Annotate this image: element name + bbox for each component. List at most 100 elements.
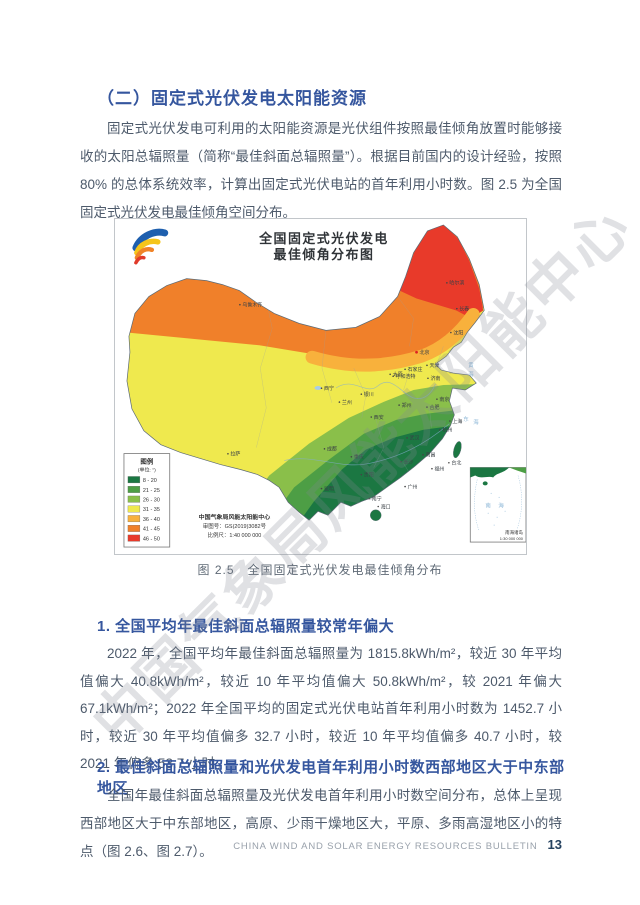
city-label: 银川 xyxy=(364,391,374,398)
subsection-1-paragraph: 2022 年，全国平均年最佳斜面总辐照量为 1815.8kWh/m²，较近 30… xyxy=(80,646,562,771)
city-label: 郑州 xyxy=(402,402,412,409)
city-dot xyxy=(404,485,406,488)
city-dot xyxy=(427,377,429,380)
city-label: 南昌 xyxy=(425,452,435,459)
legend-swatch xyxy=(127,515,141,523)
city-label: 兰州 xyxy=(342,399,352,406)
city-label: 杭州 xyxy=(442,427,452,434)
south-china-sea-inset: 南 海 南海诸岛 1:30 000 000 xyxy=(469,467,527,543)
sea-label: 黄 xyxy=(468,361,474,369)
inset-island-dots xyxy=(487,492,506,526)
city-label: 天津 xyxy=(429,362,439,369)
city-label: 重庆 xyxy=(354,454,364,461)
city-dot xyxy=(436,398,438,400)
sea-label: 海 xyxy=(473,418,479,426)
legend-items: 8 - 20 21 - 25 26 - 30 31 - 35 36 - 40 41 - 4… xyxy=(127,476,160,542)
tilt-angle-bands xyxy=(126,224,485,521)
inset-coast xyxy=(470,467,510,478)
legend-title: 图例 xyxy=(140,457,153,466)
inset-boundary-dashes xyxy=(474,475,522,532)
city-label: 西安 xyxy=(374,414,384,421)
city-dot xyxy=(350,455,353,458)
qinghai-lake xyxy=(314,386,322,390)
hainan-island xyxy=(370,509,382,521)
city-label: 长沙 xyxy=(404,459,414,466)
map-title: 全国固定式光伏发电 最佳倾角分布图 xyxy=(258,231,387,262)
city-label: 贵阳 xyxy=(364,471,374,478)
legend-range: 8 - 20 xyxy=(143,478,157,484)
legend-swatch xyxy=(127,534,141,542)
credit-org: 中国气象局风能太阳能中心 xyxy=(199,513,271,521)
legend-swatch xyxy=(127,495,141,503)
city-label: 沈阳 xyxy=(453,329,463,336)
city-dot xyxy=(360,473,363,476)
legend-swatch xyxy=(127,476,141,484)
city-dot xyxy=(389,373,391,376)
city-label: 西宁 xyxy=(324,385,334,392)
city-dot xyxy=(320,387,323,389)
city-dot xyxy=(323,448,326,450)
city-label: 昆明 xyxy=(324,486,334,492)
city-label: 南京 xyxy=(439,396,449,403)
city-label: 太原 xyxy=(393,371,403,378)
band-36-40 xyxy=(305,307,480,372)
legend-range: 46 - 50 xyxy=(143,536,160,542)
city-dot xyxy=(227,453,229,455)
city-label: 济南 xyxy=(430,375,440,382)
city-dot xyxy=(456,307,458,310)
section-heading: （二）固定式光伏发电太阳能资源 xyxy=(97,89,367,108)
credit-approval: 审图号：GS(2019)3082号 xyxy=(203,522,267,530)
sea-label: 东 xyxy=(463,415,469,423)
legend-range: 21 - 25 xyxy=(143,488,160,494)
taiwan-island xyxy=(453,441,462,459)
city-label: 成都 xyxy=(327,446,337,453)
city-label: 台北 xyxy=(451,460,461,467)
capital-dot xyxy=(415,350,418,354)
city-dot xyxy=(239,303,241,306)
city-label: 拉萨 xyxy=(230,451,240,458)
city-dot xyxy=(431,467,433,470)
credit-scale: 比例尺：1:40 000 000 xyxy=(207,531,261,539)
legend-range: 26 - 30 xyxy=(143,498,160,504)
province-borders xyxy=(256,290,444,480)
band-46-50 xyxy=(399,224,484,319)
city-label: 南宁 xyxy=(372,495,382,502)
legend-unit: (单位: °) xyxy=(138,466,156,473)
footer-bulletin-label: CHINA WIND AND SOLAR ENERGY RESOURCES BU… xyxy=(233,841,538,852)
city-label: 海口 xyxy=(381,503,391,510)
inset-sea-label: 南 海 xyxy=(485,501,506,509)
city-label: 乌鲁木齐 xyxy=(242,301,262,308)
city-dot xyxy=(426,364,428,367)
city-label: 合肥 xyxy=(429,404,439,411)
sea-label: 海 xyxy=(468,370,474,378)
city-dot xyxy=(448,461,450,464)
city-dot xyxy=(377,505,380,508)
city-dot xyxy=(406,437,408,439)
inset-islands-label: 南海诸岛 xyxy=(505,529,523,536)
city-dot xyxy=(450,331,452,334)
city-dot xyxy=(449,420,451,422)
subsection-2-heading: 2. 最佳斜面总辐照量和光伏发电首年利用小时数西部地区大于中东部地区 xyxy=(97,759,565,797)
map-figure: 乌鲁木齐 哈尔滨 长春 沈阳 呼和浩特 北京 天津 石家庄 太原 济南 银川 西宁 兰州 西安 郑州 合肥 南京… xyxy=(114,218,527,555)
city-dot xyxy=(368,497,371,500)
legend-range: 41 - 45 xyxy=(143,527,160,533)
legend-swatch xyxy=(127,505,141,513)
legend-range: 36 - 40 xyxy=(143,517,160,523)
city-label: 广州 xyxy=(408,483,418,490)
inset-coast-2 xyxy=(509,467,526,474)
map-credit: 中国气象局风能太阳能中心 审图号：GS(2019)3082号 比例尺：1:40 … xyxy=(199,513,271,539)
city-dot xyxy=(404,368,406,371)
city-dot xyxy=(398,404,400,406)
subsection-2-paragraph: 全国年最佳斜面总辐照量及光伏发电首年利用小时数空间分布，总体上呈现西部地区大于中… xyxy=(80,788,562,859)
city-dot xyxy=(439,429,441,431)
figure-caption: 图 2.5 全国固定式光伏发电最佳倾角分布 xyxy=(197,563,443,577)
page-footer: CHINA WIND AND SOLAR ENERGY RESOURCES BU… xyxy=(233,837,562,852)
city-label: 石家庄 xyxy=(408,366,423,373)
city-dot xyxy=(446,282,448,284)
city-dot xyxy=(370,416,373,418)
inset-scale: 1:30 000 000 xyxy=(500,536,524,541)
city-label: 哈尔滨 xyxy=(449,280,464,287)
legend-swatch xyxy=(127,525,141,532)
